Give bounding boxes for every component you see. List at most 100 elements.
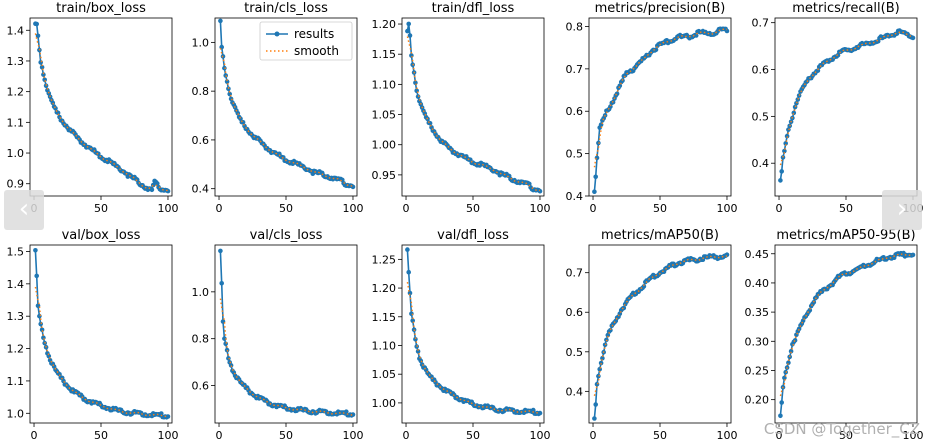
results-point — [779, 169, 784, 174]
y-tick-label: 1.0 — [192, 286, 210, 299]
results-point — [218, 248, 223, 254]
subplot-title: val/dfl_loss — [437, 228, 509, 243]
y-tick-label: 1.0 — [7, 147, 25, 160]
y-tick-label: 1.05 — [372, 109, 397, 122]
y-tick-label: 0.4 — [566, 385, 584, 398]
subplot-title: train/cls_loss — [244, 1, 328, 16]
subplot-10: metrics/mAP50-95(B) 0 50 100 0.20 0.25 0.30 0.3… — [745, 228, 924, 442]
results-point — [779, 400, 784, 405]
x-tick-label: 0 — [590, 202, 597, 215]
results-point — [778, 178, 783, 183]
results-point — [226, 86, 231, 92]
smooth-line — [34, 286, 168, 418]
results-point — [608, 104, 613, 109]
smooth-line — [406, 36, 541, 192]
results-point — [782, 148, 787, 154]
results-point — [778, 413, 783, 419]
x-tick-label: 100 — [716, 202, 737, 215]
subplot-title: train/dfl_loss — [432, 1, 515, 16]
results-point — [592, 416, 597, 421]
results-point — [344, 409, 349, 415]
y-tick-label: 1.2 — [7, 86, 25, 99]
y-tick-label: 0.6 — [566, 306, 584, 319]
smooth-line — [406, 281, 541, 415]
results-point — [223, 73, 228, 78]
results-point — [796, 326, 802, 332]
carousel-next-button[interactable]: › — [882, 190, 922, 230]
legend: results smooth — [259, 21, 353, 61]
x-tick-label: 50 — [466, 202, 480, 215]
y-tick-label: 0.6 — [566, 105, 584, 118]
results-point — [37, 313, 42, 319]
subplot-title: metrics/precision(B) — [595, 1, 726, 16]
x-tick-label: 50 — [94, 202, 108, 215]
results-point — [41, 335, 46, 341]
results-point — [218, 18, 223, 24]
results-point — [598, 360, 604, 366]
y-tick-label: 1.20 — [372, 18, 397, 31]
y-tick-label: 0.7 — [752, 17, 770, 30]
subplot-9: metrics/mAP50(B) 0 50 100 0.4 0.5 0.6 0.7 — [566, 228, 738, 442]
results-point — [34, 273, 39, 279]
y-tick-label: 1.00 — [372, 139, 397, 152]
results-point — [786, 360, 791, 366]
results-point — [165, 414, 171, 419]
x-tick-label: 50 — [279, 202, 293, 215]
results-point — [910, 35, 916, 41]
y-tick-label: 0.25 — [745, 364, 770, 377]
results-point — [350, 412, 356, 417]
x-tick-label: 100 — [902, 429, 923, 442]
results-point — [406, 269, 412, 275]
results-point — [35, 33, 41, 39]
x-tick-label: 100 — [157, 429, 178, 442]
x-tick-label: 0 — [31, 429, 38, 442]
subplot-3: train/dfl_loss 0 50 100 0.95 1.00 1.05 1.10 1.15… — [372, 1, 551, 215]
subplot-title: val/cls_loss — [250, 228, 323, 243]
subplot-2: train/cls_loss 0 50 100 0.4 0.6 0.8 1.0 results s… — [192, 1, 364, 215]
results-point — [527, 181, 532, 187]
results-point — [222, 336, 227, 341]
y-tick-label: 0.20 — [745, 394, 770, 407]
y-tick-label: 1.1 — [7, 116, 25, 129]
y-tick-label: 0.9 — [7, 178, 25, 191]
x-tick-label: 100 — [342, 202, 363, 215]
x-tick-label: 0 — [403, 202, 410, 215]
subplot-6: val/box_loss 0 50 100 1.0 1.1 1.2 1.3 1.4 1.5 — [7, 228, 179, 442]
results-point — [605, 332, 611, 338]
y-tick-label: 1.0 — [7, 407, 25, 420]
y-tick-label: 1.05 — [372, 368, 397, 381]
results-point — [413, 337, 418, 342]
results-point — [537, 410, 543, 416]
results-point — [815, 68, 821, 73]
y-tick-label: 1.10 — [372, 339, 397, 352]
x-tick-label: 100 — [342, 429, 363, 442]
x-tick-label: 50 — [839, 202, 853, 215]
results-point — [219, 281, 224, 286]
y-tick-label: 1.3 — [7, 310, 25, 323]
results-point — [165, 188, 171, 194]
smooth-line — [779, 253, 914, 397]
y-tick-label: 0.45 — [745, 248, 770, 261]
y-tick-label: 0.7 — [566, 63, 584, 76]
x-tick-label: 0 — [776, 429, 783, 442]
results-point — [415, 349, 421, 354]
y-tick-label: 0.5 — [752, 110, 770, 123]
results-point — [33, 248, 38, 253]
results-point — [223, 341, 228, 347]
x-tick-label: 50 — [279, 429, 293, 442]
y-tick-label: 1.1 — [7, 375, 25, 388]
results-point — [405, 28, 410, 34]
x-tick-label: 50 — [94, 429, 108, 442]
y-tick-label: 1.25 — [372, 253, 397, 266]
results-point — [406, 21, 412, 27]
carousel-prev-button[interactable]: ‹ — [4, 190, 44, 230]
x-tick-label: 0 — [590, 429, 597, 442]
results-point — [39, 65, 45, 70]
results-point — [159, 411, 164, 416]
y-tick-label: 0.5 — [566, 346, 584, 359]
y-tick-label: 0.5 — [566, 148, 584, 161]
results-point — [537, 188, 543, 194]
smooth-line — [593, 28, 728, 168]
